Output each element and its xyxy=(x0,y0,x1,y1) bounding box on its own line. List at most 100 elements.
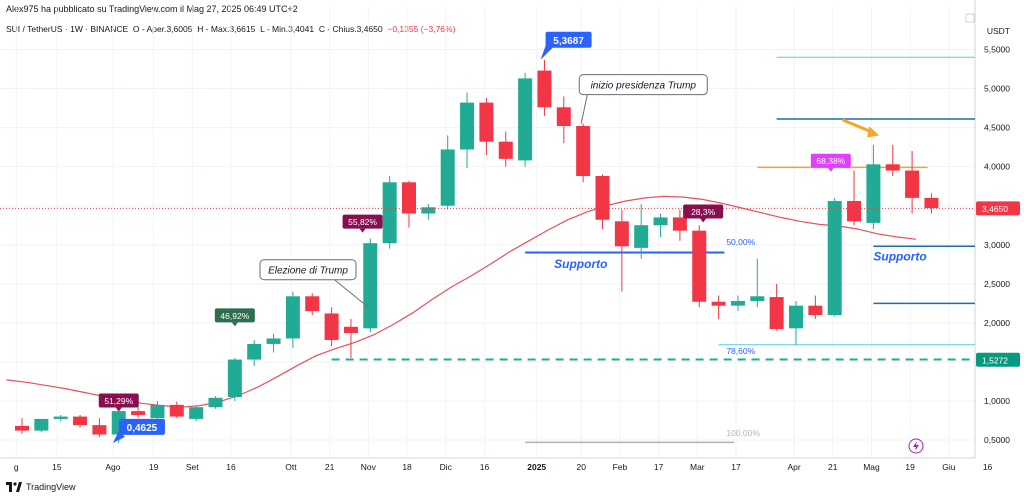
tradingview-logo-icon xyxy=(6,482,22,492)
supporto-label-right: Supporto xyxy=(873,249,926,263)
x-tick-label: Ott xyxy=(285,462,297,472)
y-tick-label: 1,0000 xyxy=(984,396,1010,406)
legend-change: −0,1355 (−3,76%) xyxy=(387,24,456,34)
legend-close: C - Chius.3,4650 xyxy=(318,24,383,34)
candle-body[interactable] xyxy=(460,102,475,150)
candle-body[interactable] xyxy=(730,300,745,306)
badge-pointer xyxy=(700,218,707,223)
candle-body[interactable] xyxy=(885,164,900,171)
percent-change-badge[interactable] xyxy=(810,153,851,168)
bottom-price-callout[interactable] xyxy=(118,418,165,435)
candle-body[interactable] xyxy=(343,326,358,334)
candle-body[interactable] xyxy=(924,197,939,209)
candle-body[interactable] xyxy=(305,296,320,312)
candle-body[interactable] xyxy=(208,397,223,408)
legend-symbol[interactable]: SUI / TetherUS · 1W · BINANCE xyxy=(6,24,129,34)
candle-body[interactable] xyxy=(382,182,397,244)
candle-body[interactable] xyxy=(15,425,29,431)
top-price-callout[interactable] xyxy=(545,31,592,48)
percent-change-badge[interactable] xyxy=(214,308,255,323)
x-tick-label: Mar xyxy=(690,462,705,472)
candle-body[interactable] xyxy=(672,217,687,231)
tradingview-logo-text: TradingView xyxy=(26,482,76,492)
x-tick-label: Mag xyxy=(863,462,880,472)
candle-body[interactable] xyxy=(266,338,281,344)
candle-body[interactable] xyxy=(905,170,920,198)
candle-body[interactable] xyxy=(711,301,726,306)
axis-settings-icon[interactable] xyxy=(965,13,975,23)
candle-body[interactable] xyxy=(692,230,707,302)
candle-body[interactable] xyxy=(827,201,842,316)
candle-body[interactable] xyxy=(92,425,107,435)
candle-body[interactable] xyxy=(73,416,88,426)
trump-election-box[interactable] xyxy=(259,259,357,281)
y-tick-label: 5,5000 xyxy=(984,45,1010,55)
candle-body[interactable] xyxy=(34,418,49,431)
trump-election-pointer xyxy=(331,277,369,308)
x-tick-label: Ago xyxy=(105,462,120,472)
candle-body[interactable] xyxy=(131,411,146,416)
x-tick-label: 16 xyxy=(226,462,236,472)
candle-body[interactable] xyxy=(576,126,591,177)
candle-body[interactable] xyxy=(189,407,204,419)
candle-body[interactable] xyxy=(285,296,300,339)
candle-body[interactable] xyxy=(479,102,494,142)
x-tick-label: 19 xyxy=(149,462,159,472)
top-price-label: 5,3687 xyxy=(553,36,584,47)
percent-change-badge[interactable] xyxy=(342,214,383,229)
badge-pointer xyxy=(359,228,366,233)
legend-high: H - Max.3,6615 xyxy=(197,24,256,34)
candle-body[interactable] xyxy=(169,404,184,417)
percent-change-badge[interactable] xyxy=(683,204,724,219)
fib-level-label: 78,60% xyxy=(726,346,755,356)
candle-body[interactable] xyxy=(150,404,165,419)
percent-change-label: 28,3% xyxy=(691,207,716,217)
candle-body[interactable] xyxy=(595,176,610,220)
candle-body[interactable] xyxy=(634,225,649,248)
candle-body[interactable] xyxy=(324,313,339,341)
candle-body[interactable] xyxy=(363,243,378,329)
candle-body[interactable] xyxy=(53,416,68,419)
candle-body[interactable] xyxy=(750,296,765,301)
candle-body[interactable] xyxy=(789,305,803,329)
y-tick-label: 5,0000 xyxy=(984,84,1010,94)
candle-body[interactable] xyxy=(518,78,533,161)
top-price-pointer xyxy=(540,45,553,60)
percent-change-label: 51,29% xyxy=(104,396,133,406)
x-tick-label: Giu xyxy=(942,462,956,472)
candle-body[interactable] xyxy=(769,297,784,330)
candle-body[interactable] xyxy=(227,359,242,398)
fib-level-label: 100,00% xyxy=(726,428,760,438)
x-tick-label: 18 xyxy=(402,462,412,472)
candle-body[interactable] xyxy=(440,149,455,206)
last-price-label: 3,4650 xyxy=(982,204,1008,214)
x-tick-label: g xyxy=(14,462,19,472)
bottom-price-label: 0,4625 xyxy=(127,423,158,434)
candle-body[interactable] xyxy=(247,343,262,360)
percent-change-badge[interactable] xyxy=(98,393,139,408)
x-tick-label: 21 xyxy=(828,462,838,472)
fib-price-label: 1,5272 xyxy=(982,355,1008,365)
fib-level-label: 50,00% xyxy=(726,237,755,247)
tradingview-logo[interactable]: TradingView xyxy=(6,482,76,492)
candle-body[interactable] xyxy=(498,141,513,159)
axis-unit: USDT xyxy=(986,26,1010,36)
y-tick-label: 3,0000 xyxy=(984,240,1010,250)
candle-body[interactable] xyxy=(556,107,571,127)
x-tick-label: 16 xyxy=(480,462,490,472)
y-tick-label: 2,0000 xyxy=(984,318,1010,328)
x-tick-label: 2025 xyxy=(527,462,546,472)
candle-body[interactable] xyxy=(847,201,862,222)
x-tick-label: 20 xyxy=(576,462,586,472)
candle-body[interactable] xyxy=(866,164,881,223)
candle-body[interactable] xyxy=(421,207,436,214)
candle-body[interactable] xyxy=(808,305,823,316)
candle-body[interactable] xyxy=(614,221,629,247)
trump-presidency-box[interactable] xyxy=(578,74,708,96)
candle-body[interactable] xyxy=(653,217,668,226)
candle-body[interactable] xyxy=(402,182,416,214)
x-tick-label: Nov xyxy=(361,462,377,472)
legend-low: L - Min.3,4041 xyxy=(260,24,315,34)
candle-body[interactable] xyxy=(537,70,552,108)
